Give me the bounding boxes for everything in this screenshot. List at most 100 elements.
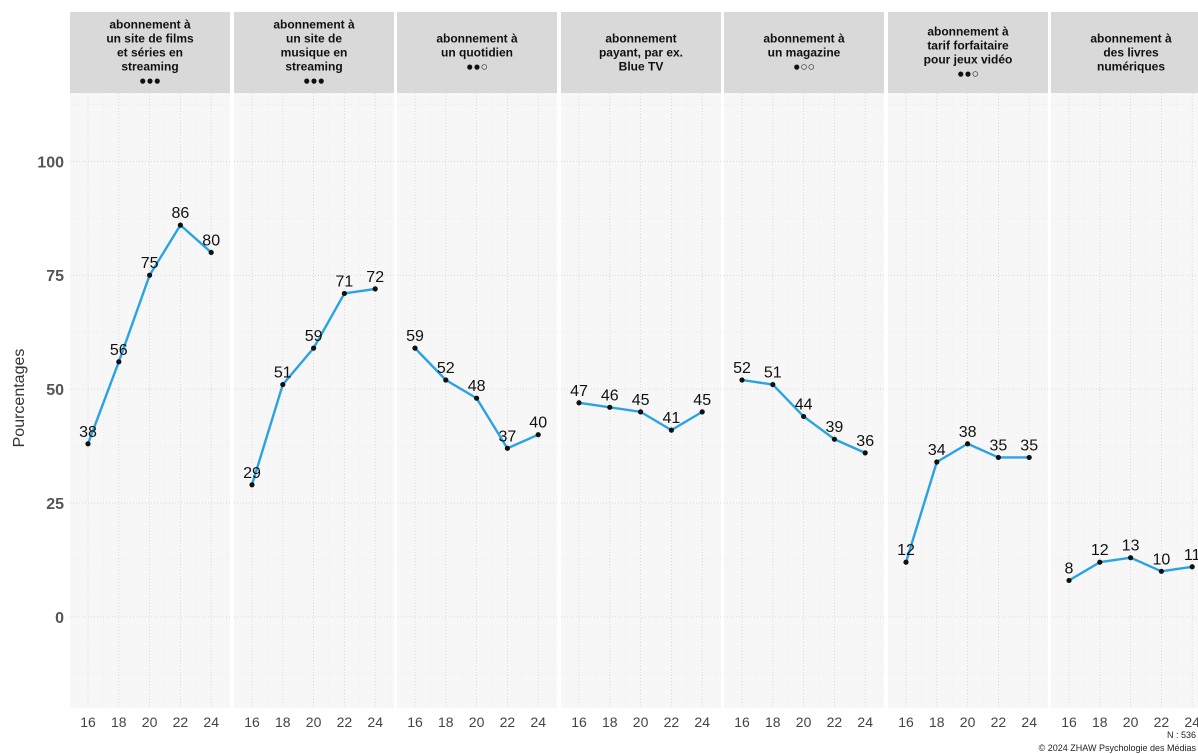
panel-title-line: pour jeux vidéo xyxy=(924,53,1013,67)
y-tick-label: 25 xyxy=(46,496,64,513)
data-point xyxy=(1097,559,1103,565)
data-label: 11 xyxy=(1184,547,1198,564)
x-tick-label: 24 xyxy=(203,714,219,730)
data-point xyxy=(934,459,940,465)
data-label: 37 xyxy=(499,428,517,445)
panel-title-line: streaming xyxy=(121,60,178,74)
data-label: 10 xyxy=(1153,551,1171,568)
x-tick-label: 18 xyxy=(929,714,945,730)
data-point xyxy=(831,436,838,442)
x-tick-label: 16 xyxy=(734,714,750,730)
panel-title-line: streaming xyxy=(285,60,342,74)
data-point xyxy=(443,377,449,383)
data-label: 40 xyxy=(529,415,547,432)
x-tick-label: 22 xyxy=(337,714,353,730)
x-tick-label: 16 xyxy=(898,714,914,730)
data-label: 47 xyxy=(570,383,588,400)
panel-title-line: numériques xyxy=(1097,60,1165,74)
panel-background xyxy=(1051,93,1198,708)
x-tick-label: 18 xyxy=(438,714,454,730)
data-point xyxy=(903,559,909,565)
x-tick-label: 20 xyxy=(796,714,812,730)
y-tick-label: 75 xyxy=(46,268,64,285)
data-point xyxy=(341,290,347,297)
panel-title-line: un quotidien xyxy=(441,46,513,60)
data-point xyxy=(668,427,675,433)
data-point xyxy=(576,400,582,406)
x-tick-label: 16 xyxy=(407,714,423,730)
data-point xyxy=(1128,555,1134,561)
data-point xyxy=(1189,564,1195,570)
x-tick-label: 18 xyxy=(765,714,781,730)
x-tick-label: 16 xyxy=(80,714,96,730)
panel: abonnement àun quotidien●●○ 59 52 48 37 40 16 1… xyxy=(397,12,557,730)
panel-title-line: musique en xyxy=(281,46,348,60)
data-label: 75 xyxy=(141,255,159,272)
data-label: 56 xyxy=(110,342,128,359)
x-tick-label: 24 xyxy=(1021,714,1037,730)
x-tick-label: 20 xyxy=(960,714,976,730)
data-label: 8 xyxy=(1065,560,1074,577)
y-tick-label: 0 xyxy=(55,610,64,627)
panel-title-line: abonnement à xyxy=(1090,32,1172,46)
panel-strip xyxy=(724,12,884,93)
y-axis-label: Pourcentages xyxy=(11,349,28,448)
data-point xyxy=(965,441,971,447)
x-tick-label: 18 xyxy=(111,714,127,730)
x-tick-label: 16 xyxy=(244,714,260,730)
data-point xyxy=(372,286,378,292)
panel-title-line: des livres xyxy=(1103,46,1159,60)
y-tick-label: 50 xyxy=(46,382,64,399)
data-point xyxy=(1026,454,1032,461)
data-label: 45 xyxy=(632,392,650,409)
x-tick-label: 22 xyxy=(827,714,843,730)
data-point xyxy=(1066,577,1072,584)
x-tick-label: 24 xyxy=(530,714,546,730)
data-label: 38 xyxy=(959,424,977,441)
panel-title-line: abonnement à xyxy=(763,32,845,46)
data-point xyxy=(638,409,644,415)
data-point xyxy=(474,395,480,401)
panel-title-line: un site de xyxy=(286,32,342,46)
panel-strip xyxy=(234,12,394,93)
data-point xyxy=(116,359,122,365)
data-point xyxy=(249,482,255,488)
data-point xyxy=(147,272,153,278)
data-label: 39 xyxy=(826,419,844,436)
data-label: 29 xyxy=(243,465,261,482)
data-label: 45 xyxy=(693,392,711,409)
data-point xyxy=(607,404,613,410)
panel-strip xyxy=(397,12,557,93)
panel-title-line: un magazine xyxy=(768,46,841,60)
data-point xyxy=(739,377,745,383)
panel-strip xyxy=(561,12,721,93)
panel-title-line: ●●○ xyxy=(466,60,488,74)
data-label: 34 xyxy=(928,442,946,459)
data-label: 12 xyxy=(897,542,915,559)
x-tick-label: 24 xyxy=(367,714,383,730)
x-tick-label: 22 xyxy=(1154,714,1170,730)
panel-title-line: Blue TV xyxy=(619,60,664,74)
data-label: 41 xyxy=(663,410,681,427)
x-tick-label: 18 xyxy=(602,714,618,730)
data-point xyxy=(504,445,510,451)
x-tick-label: 20 xyxy=(1123,714,1139,730)
x-tick-label: 24 xyxy=(1184,714,1198,730)
data-label: 35 xyxy=(990,437,1008,454)
x-tick-label: 20 xyxy=(633,714,649,730)
data-label: 46 xyxy=(601,387,619,404)
x-tick-label: 16 xyxy=(571,714,587,730)
panel-title-line: abonnement à xyxy=(436,32,518,46)
data-label: 52 xyxy=(733,360,751,377)
data-label: 51 xyxy=(274,365,292,382)
x-tick-label: 16 xyxy=(1061,714,1077,730)
data-point xyxy=(208,249,214,256)
data-label: 59 xyxy=(406,328,424,345)
data-label: 38 xyxy=(79,424,97,441)
